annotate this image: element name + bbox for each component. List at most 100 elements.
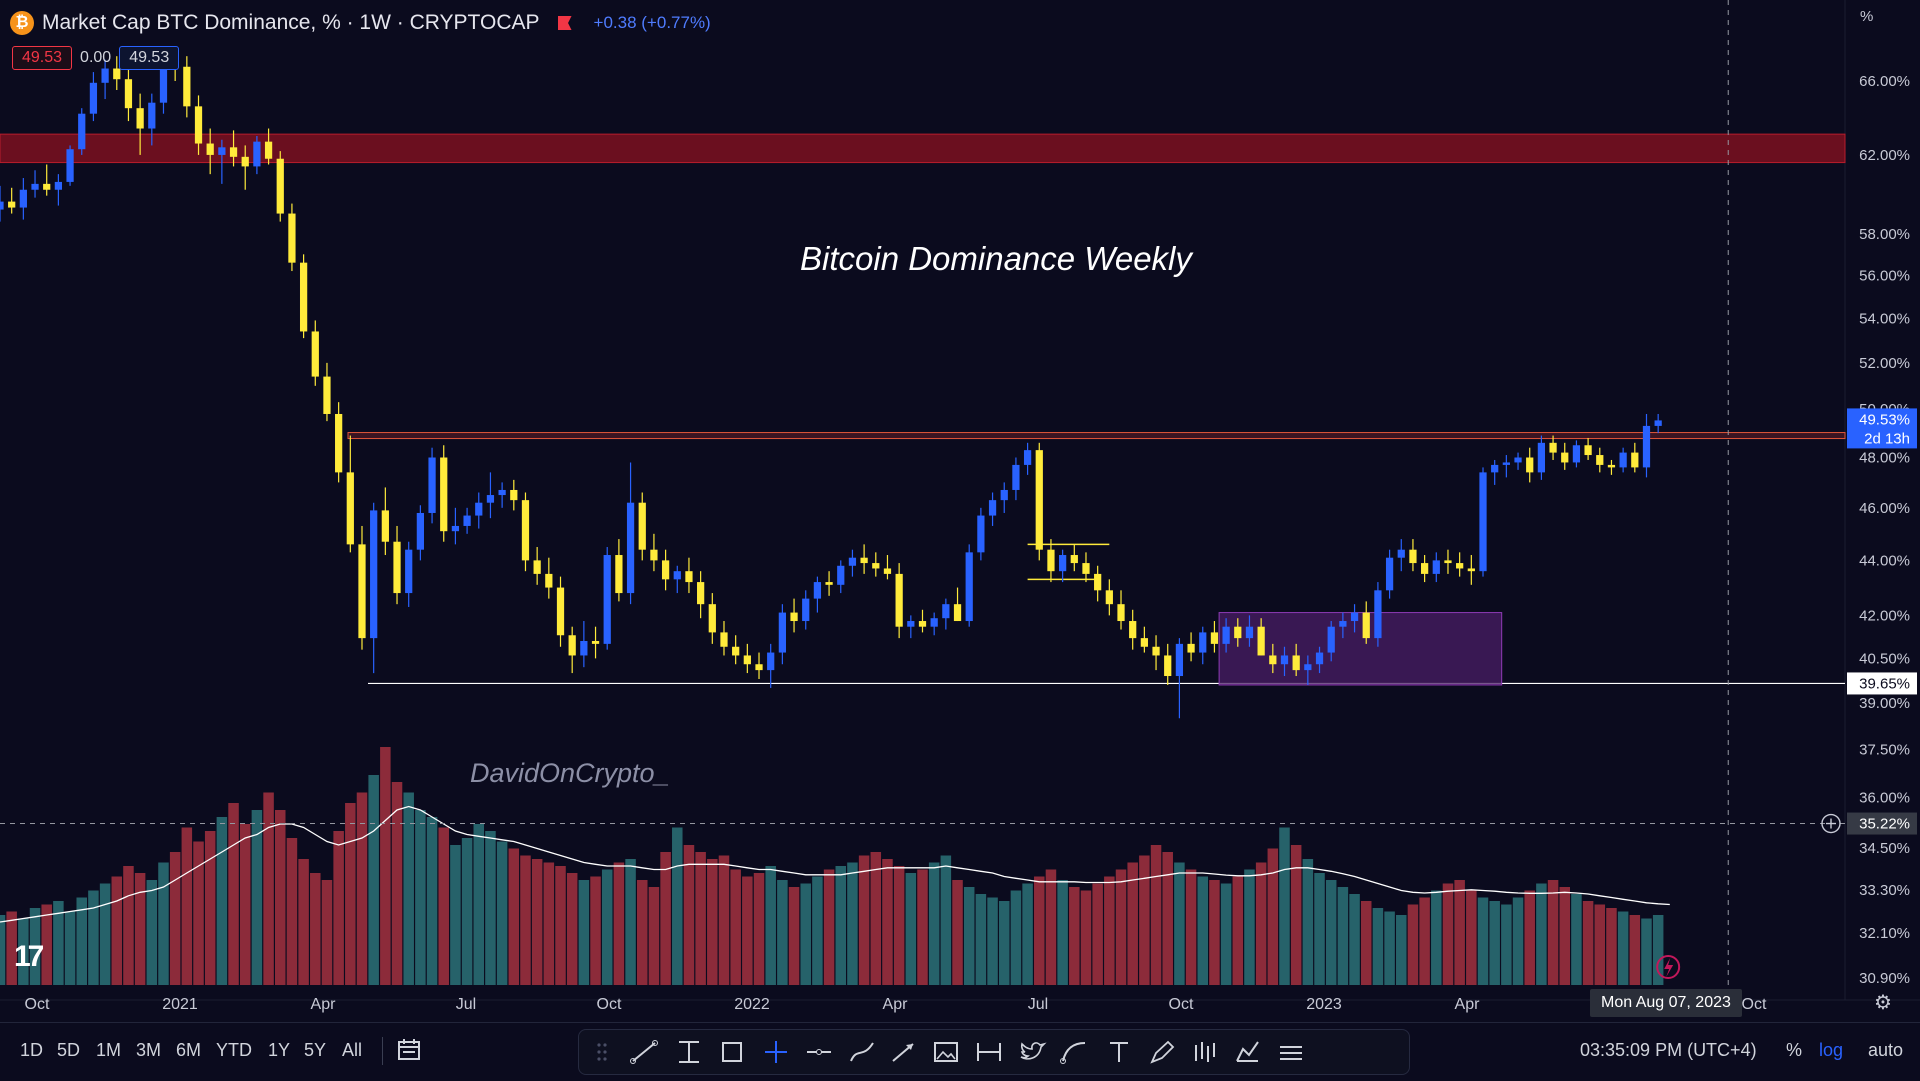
candle-body xyxy=(510,489,518,501)
symbol-header[interactable]: ₿ Market Cap BTC Dominance, % · 1W · CRY… xyxy=(10,8,711,38)
chart-canvas[interactable]: 66.00%62.00%58.00%56.00%54.00%52.00%50.0… xyxy=(0,0,1920,1022)
buy-price-box[interactable]: 49.53 xyxy=(119,46,180,70)
candle-body xyxy=(825,582,833,585)
price-tick-label: 48.00% xyxy=(1859,450,1910,467)
crosshair-icon[interactable] xyxy=(761,1039,791,1065)
volume-bar xyxy=(1337,887,1349,985)
candle-body xyxy=(1140,638,1148,647)
candle xyxy=(498,482,506,508)
log-scale-toggle[interactable]: log xyxy=(1819,1040,1844,1060)
text-icon[interactable] xyxy=(1104,1039,1134,1065)
volume-bar xyxy=(193,841,204,985)
candle xyxy=(0,185,4,222)
candle xyxy=(1129,609,1137,650)
candle xyxy=(253,136,261,175)
candle-body xyxy=(673,571,681,580)
candle-body xyxy=(66,149,74,182)
timeframe-ytd[interactable]: YTD xyxy=(216,1040,252,1060)
volume-bar xyxy=(882,859,893,985)
candle-body xyxy=(1561,452,1569,463)
volume-bar xyxy=(391,782,403,985)
author-watermark[interactable]: DavidOnCrypto_ xyxy=(470,758,670,788)
candle xyxy=(942,598,950,630)
image-icon[interactable] xyxy=(931,1039,961,1065)
timeframe-5y[interactable]: 5Y xyxy=(304,1040,327,1060)
candle-body xyxy=(1187,643,1195,653)
timeframe-1m[interactable]: 1M xyxy=(96,1040,122,1060)
curve-icon[interactable] xyxy=(1059,1039,1089,1065)
tradingview-logo[interactable]: 17 xyxy=(14,940,44,973)
candle xyxy=(1549,435,1557,460)
chart-title-annotation[interactable]: Bitcoin Dominance Weekly xyxy=(800,240,1192,277)
price-tick-label: 30.90% xyxy=(1859,970,1910,987)
brush-icon[interactable] xyxy=(847,1039,877,1065)
drawn-levels xyxy=(0,0,1846,1000)
volume-bar xyxy=(963,887,975,985)
candle-body xyxy=(521,500,530,561)
percent-scale-toggle[interactable]: % xyxy=(1786,1040,1803,1060)
path-icon[interactable] xyxy=(1233,1039,1263,1065)
current-price-label: 49.53% xyxy=(1859,411,1910,428)
time-tick-label: Jul xyxy=(1028,996,1048,1013)
gear-icon[interactable]: ⚙ xyxy=(1874,992,1892,1014)
candle-body xyxy=(1444,560,1452,564)
volume-bar xyxy=(450,845,461,985)
volume-bar xyxy=(321,880,333,985)
flag-icon[interactable] xyxy=(557,16,572,30)
auto-scale-toggle[interactable]: auto xyxy=(1868,1040,1904,1060)
fib-tool-icon[interactable] xyxy=(674,1039,704,1065)
candle xyxy=(1164,643,1172,685)
timeframe-all[interactable]: All xyxy=(342,1040,363,1060)
pattern-icon[interactable] xyxy=(1190,1039,1220,1065)
drag-handle-icon[interactable] xyxy=(587,1039,617,1065)
volume-bar xyxy=(111,876,123,985)
horizontal-line-icon[interactable] xyxy=(804,1039,834,1065)
rectangle-icon[interactable] xyxy=(717,1039,747,1065)
clock-timezone[interactable]: 03:35:09 PM (UTC+4) xyxy=(1580,1040,1757,1060)
candle-body xyxy=(1269,655,1277,665)
volume-bar xyxy=(1442,883,1454,985)
timeframe-1d[interactable]: 1D xyxy=(20,1040,44,1060)
candle-body xyxy=(988,500,997,516)
price-tick-label: 34.50% xyxy=(1859,840,1910,857)
volume-bar xyxy=(228,803,239,985)
timeframe-1y[interactable]: 1Y xyxy=(268,1040,291,1060)
volume-bar xyxy=(823,869,835,985)
candle-body xyxy=(1642,425,1651,468)
volume-bar xyxy=(1407,904,1419,985)
sell-price-box[interactable]: 49.53 xyxy=(12,46,73,70)
timeframe-3m[interactable]: 3M xyxy=(136,1040,162,1060)
volume-bar xyxy=(1080,890,1092,985)
candle-body xyxy=(615,555,623,594)
calendar-range-icon[interactable] xyxy=(397,1038,423,1062)
price-tick-label: 66.00% xyxy=(1859,73,1910,90)
symbol-title[interactable]: Market Cap BTC Dominance, % · 1W · CRYPT… xyxy=(42,11,540,34)
twitter-icon[interactable] xyxy=(1017,1039,1047,1065)
arrow-line-icon[interactable] xyxy=(889,1039,919,1065)
candle xyxy=(1187,632,1195,662)
candle xyxy=(685,557,693,594)
volume-bar xyxy=(788,887,800,985)
more-icon[interactable] xyxy=(1276,1039,1306,1065)
trend-line-icon[interactable] xyxy=(629,1039,659,1065)
candle xyxy=(288,203,296,272)
crosshair-date-label: Mon Aug 07, 2023 xyxy=(1590,989,1742,1017)
volume-bar xyxy=(41,904,52,985)
pen-icon[interactable] xyxy=(1147,1039,1177,1065)
crosshair-price-badge xyxy=(1847,812,1917,835)
volume-bar xyxy=(64,911,76,985)
candle xyxy=(370,502,378,674)
volume-bar xyxy=(987,897,998,985)
volume-bar xyxy=(158,862,169,985)
price-axis: 66.00%62.00%58.00%56.00%54.00%52.00%50.0… xyxy=(1859,73,1910,987)
candle-body xyxy=(848,557,857,566)
timeframe-5d[interactable]: 5D xyxy=(57,1040,81,1060)
candle xyxy=(1000,482,1008,513)
volume-bar xyxy=(1279,827,1290,985)
range-measure-icon[interactable] xyxy=(974,1039,1004,1065)
timeframe-6m[interactable]: 6M xyxy=(176,1040,202,1060)
candle-body xyxy=(101,68,109,83)
candle-body xyxy=(1584,445,1592,456)
candle-body xyxy=(1514,457,1522,463)
candle-body xyxy=(755,664,763,671)
